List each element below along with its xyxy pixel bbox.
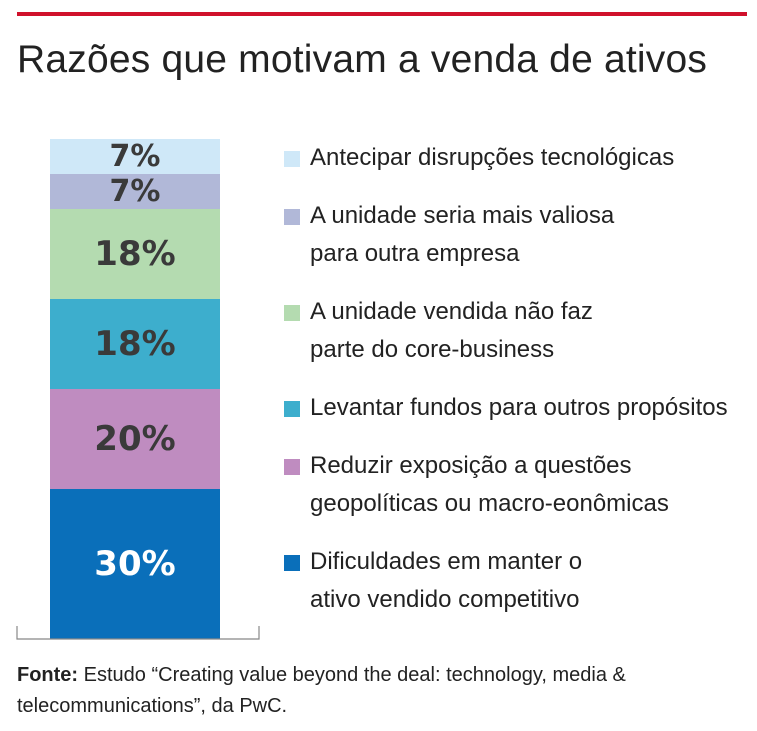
top-accent-bar	[17, 12, 747, 16]
legend-label: Levantar fundos para outros propósitos	[310, 394, 728, 421]
legend-swatch	[284, 459, 300, 475]
legend-item: Dificuldades em manter o ativo vendido c…	[284, 543, 750, 619]
chart-title: Razões que motivam a venda de ativos	[17, 38, 708, 81]
legend-item: Reduzir exposição a questões geopolítica…	[284, 447, 750, 523]
legend-swatch	[284, 305, 300, 321]
bar-segment-2	[50, 299, 220, 389]
legend-label: Dificuldades em manter o ativo vendido c…	[310, 548, 583, 613]
source-label: Fonte:	[17, 664, 79, 686]
legend-label: A unidade vendida não faz parte do core-…	[310, 298, 593, 363]
legend-swatch	[284, 151, 300, 167]
bar-segment-label-0: 30%	[94, 544, 175, 584]
bar-segment-label-2: 18%	[94, 324, 175, 364]
bar-segment-label-3: 18%	[94, 234, 175, 274]
bar-segment-4	[50, 174, 220, 209]
legend-item: Antecipar disrupções tecnológicas	[284, 139, 750, 177]
legend-swatch	[284, 209, 300, 225]
bar-segment-1	[50, 389, 220, 489]
legend-item: A unidade seria mais valiosa para outra …	[284, 197, 750, 273]
bar-segment-5	[50, 139, 220, 174]
legend-label: A unidade seria mais valiosa para outra …	[310, 202, 615, 267]
baseline-bracket	[16, 626, 260, 640]
source-note: Fonte: Estudo “Creating value beyond the…	[17, 660, 737, 722]
bar-segment-3	[50, 209, 220, 299]
legend-item: Levantar fundos para outros propósitos	[284, 389, 750, 427]
legend-swatch	[284, 555, 300, 571]
bar-segment-label-1: 20%	[94, 419, 175, 459]
bar-segment-0	[50, 489, 220, 639]
legend-item: A unidade vendida não faz parte do core-…	[284, 293, 750, 369]
bar-segment-label-4: 7%	[110, 174, 161, 209]
chart-legend: Antecipar disrupções tecnológicas A unida…	[284, 0, 754, 640]
legend-swatch	[284, 401, 300, 417]
legend-label: Antecipar disrupções tecnológicas	[310, 144, 675, 171]
legend-label: Reduzir exposição a questões geopolítica…	[310, 452, 669, 517]
bar-segment-label-5: 7%	[110, 139, 161, 174]
source-text: Estudo “Creating value beyond the deal: …	[17, 664, 626, 717]
